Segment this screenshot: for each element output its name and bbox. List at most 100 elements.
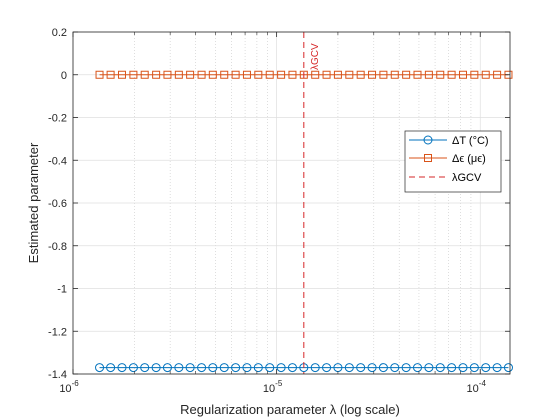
data-point-circle (197, 363, 207, 373)
data-point-circle (503, 363, 513, 373)
x-tick-exponent: -6 (72, 379, 80, 388)
data-point-circle (344, 363, 354, 373)
data-point-circle (265, 363, 275, 373)
data-point-square (504, 70, 513, 79)
data-point-square (379, 70, 388, 79)
y-tick-label: -0.8 (48, 241, 67, 253)
y-tick-label: -0.4 (48, 155, 67, 167)
data-point-circle (287, 363, 297, 373)
data-point-square (322, 70, 331, 79)
data-point-circle (435, 363, 445, 373)
data-point-circle (447, 363, 457, 373)
y-tick-labels: 0.2 0 -0.2 -0.4 -0.6 -0.8 -1 -1.2 -1.4 (48, 27, 67, 381)
data-point-circle (276, 363, 286, 373)
data-point-square (424, 70, 433, 79)
data-point-circle (106, 363, 116, 373)
data-point-circle (481, 363, 491, 373)
y-tick-label: -1.4 (48, 369, 67, 381)
legend-box (404, 130, 502, 193)
data-point-circle (458, 363, 468, 373)
x-tick-base: 10 (263, 383, 275, 395)
data-point-square (129, 70, 138, 79)
y-tick-label: -0.2 (48, 113, 67, 125)
axis-ticks (72, 31, 510, 375)
data-point-circle (310, 363, 320, 373)
data-point-square (140, 70, 149, 79)
data-point-circle (95, 363, 105, 373)
data-point-circle (242, 363, 252, 373)
legend-marker-delta-epsilon (424, 154, 432, 162)
data-point-circle (253, 363, 263, 373)
x-tick-label: 10-4 (467, 379, 487, 395)
data-point-square (458, 70, 467, 79)
data-point-square (163, 70, 172, 79)
data-point-square (447, 70, 456, 79)
data-point-square (152, 70, 161, 79)
data-point-square (345, 70, 354, 79)
data-point-square (413, 70, 422, 79)
data-point-square (208, 70, 217, 79)
data-point-square (242, 70, 251, 79)
data-point-circle (492, 363, 502, 373)
data-point-circle (469, 363, 479, 373)
y-axis-label: Estimated parameter (26, 142, 41, 263)
data-point-square (356, 70, 365, 79)
data-point-circle (162, 363, 172, 373)
gcv-layer: λGCV (303, 32, 321, 374)
data-point-circle (174, 363, 184, 373)
data-point-square (117, 70, 126, 79)
x-tick-label: 10-5 (263, 379, 283, 395)
data-point-circle (231, 363, 241, 373)
data-point-square (106, 70, 115, 79)
legend-marker-delta-t (423, 135, 433, 145)
y-tick-label: -0.6 (48, 198, 67, 210)
data-point-square (470, 70, 479, 79)
data-point-circle (219, 363, 229, 373)
data-point-square (436, 70, 445, 79)
data-point-circle (413, 363, 423, 373)
x-tick-labels: 10-6 10-5 10-4 (59, 379, 486, 395)
x-tick-exponent: -4 (479, 379, 487, 388)
data-point-square (95, 70, 104, 79)
legend-label-delta-epsilon: Δϵ (μϵ) (452, 153, 486, 165)
data-point-square (186, 70, 195, 79)
data-point-square (311, 70, 320, 79)
data-point-circle (401, 363, 411, 373)
data-point-circle (356, 363, 366, 373)
x-tick-label: 10-6 (59, 379, 79, 395)
data-point-square (402, 70, 411, 79)
data-point-square (220, 70, 229, 79)
data-point-square (277, 70, 286, 79)
y-tick-label: 0 (61, 70, 67, 82)
data-point-square (197, 70, 206, 79)
data-point-square (481, 70, 490, 79)
y-tick-label: -1 (57, 284, 67, 296)
data-point-circle (390, 363, 400, 373)
data-point-square (299, 70, 308, 79)
legend: ΔT (°C) Δϵ (μϵ) λGCV (404, 130, 502, 193)
data-point-square (174, 70, 183, 79)
data-point-circle (185, 363, 195, 373)
legend-label-gcv: λGCV (452, 172, 482, 184)
data-point-square (333, 70, 342, 79)
y-tick-label: 0.2 (52, 27, 67, 39)
data-point-square (368, 70, 377, 79)
data-point-circle (117, 363, 127, 373)
x-axis-label: Regularization parameter λ (log scale) (180, 402, 400, 417)
data-point-square (288, 70, 297, 79)
x-tick-exponent: -5 (275, 379, 283, 388)
data-point-circle (208, 363, 218, 373)
data-point-circle (322, 363, 332, 373)
data-point-circle (378, 363, 388, 373)
data-point-circle (140, 363, 150, 373)
y-tick-label: -1.2 (48, 326, 67, 338)
data-point-square (231, 70, 240, 79)
legend-label-delta-t: ΔT (°C) (452, 135, 489, 147)
data-point-square (390, 70, 399, 79)
data-point-circle (128, 363, 138, 373)
data-point-circle (151, 363, 161, 373)
data-point-square (254, 70, 263, 79)
data-point-circle (424, 363, 434, 373)
data-point-square (493, 70, 502, 79)
